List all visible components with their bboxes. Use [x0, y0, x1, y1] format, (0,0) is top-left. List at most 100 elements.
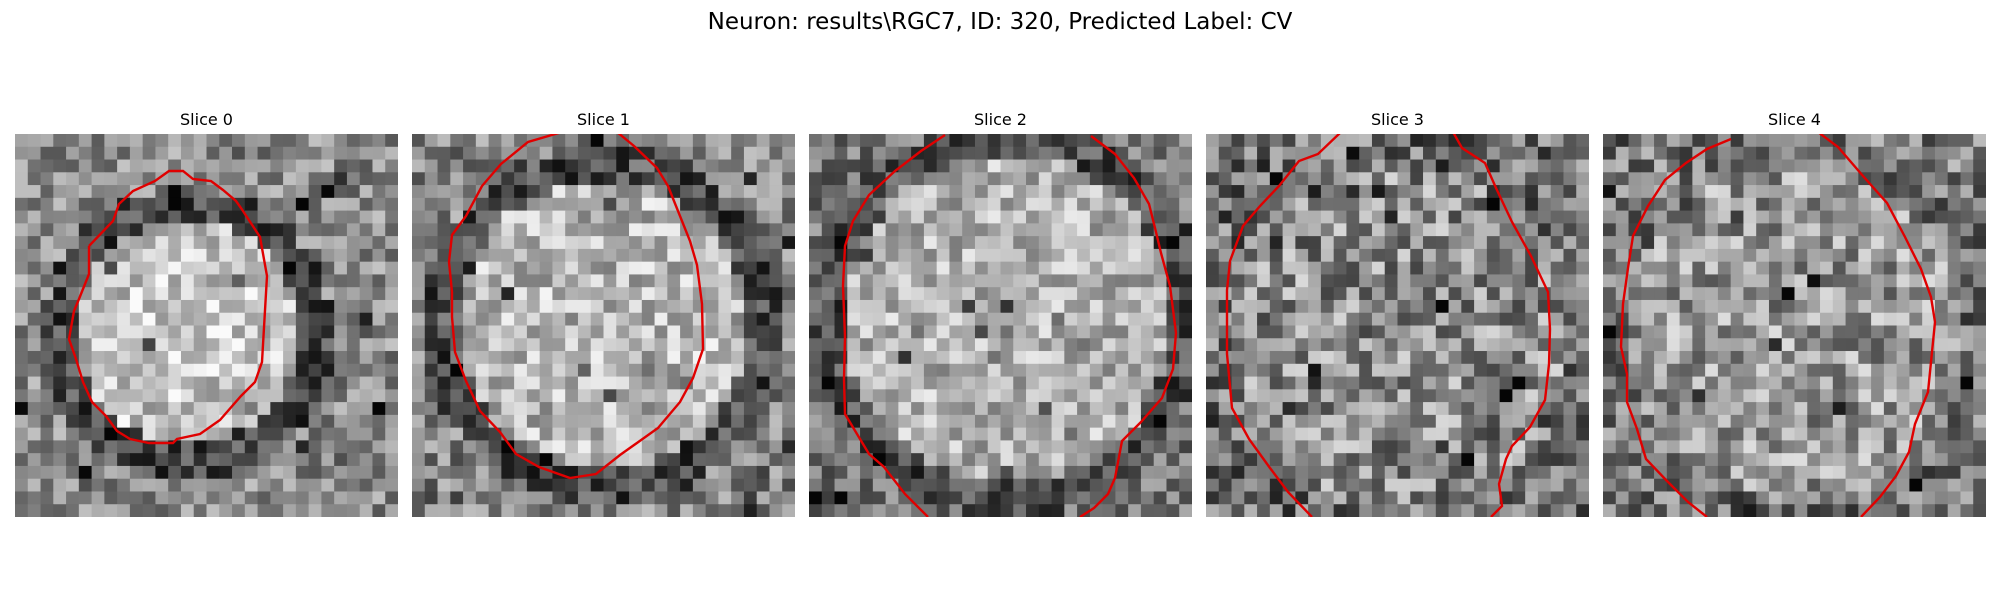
pixel — [450, 415, 463, 428]
pixel — [258, 185, 271, 198]
pixel — [1179, 491, 1192, 504]
pixel — [270, 313, 283, 326]
pixel — [1833, 249, 1846, 262]
pixel — [425, 172, 438, 185]
pixel — [1026, 134, 1039, 147]
pixel — [1372, 160, 1385, 173]
pixel — [1922, 134, 1935, 147]
pixel — [578, 415, 591, 428]
pixel — [1858, 274, 1871, 287]
pixel — [1103, 262, 1116, 275]
pixel — [898, 300, 911, 313]
pixel — [219, 440, 232, 453]
pixel — [1385, 415, 1398, 428]
pixel — [501, 198, 514, 211]
pixel — [898, 466, 911, 479]
pixel — [1334, 211, 1347, 224]
pixel — [309, 211, 322, 224]
pixel — [1897, 440, 1910, 453]
pixel — [809, 504, 822, 517]
pixel — [629, 326, 642, 339]
pixel — [1334, 160, 1347, 173]
pixel — [578, 274, 591, 287]
pixel — [1551, 300, 1564, 313]
pixel — [1538, 160, 1551, 173]
pixel — [1270, 134, 1283, 147]
pixel — [1346, 428, 1359, 441]
pixel — [1500, 236, 1513, 249]
pixel — [270, 428, 283, 441]
pixel — [847, 300, 860, 313]
pixel — [309, 466, 322, 479]
pixel — [1769, 147, 1782, 160]
pixel — [1897, 185, 1910, 198]
pixel — [1897, 172, 1910, 185]
pixel — [425, 440, 438, 453]
pixel — [143, 466, 156, 479]
pixel — [1039, 351, 1052, 364]
pixel — [194, 262, 207, 275]
pixel — [757, 211, 770, 224]
pixel — [321, 466, 334, 479]
pixel — [1948, 491, 1961, 504]
pixel — [66, 249, 79, 262]
pixel — [1973, 147, 1986, 160]
pixel — [143, 338, 156, 351]
pixel — [1871, 147, 1884, 160]
pixel — [718, 338, 731, 351]
pixel — [731, 287, 744, 300]
pixel — [1603, 338, 1616, 351]
pixel — [642, 504, 655, 517]
pixel — [309, 479, 322, 492]
pixel — [1026, 274, 1039, 287]
pixel — [283, 415, 296, 428]
pixel — [296, 147, 309, 160]
pixel — [1525, 274, 1538, 287]
pixel — [1154, 491, 1167, 504]
pixel — [296, 479, 309, 492]
pixel — [28, 479, 41, 492]
pixel — [642, 185, 655, 198]
pixel — [514, 313, 527, 326]
pixel — [616, 466, 629, 479]
pixel — [1410, 338, 1423, 351]
pixel — [1858, 389, 1871, 402]
pixel — [489, 274, 502, 287]
pixel — [321, 172, 334, 185]
pixel — [1909, 198, 1922, 211]
pixel — [117, 504, 130, 517]
pixel — [501, 466, 514, 479]
pixel — [1410, 504, 1423, 517]
pixel — [117, 440, 130, 453]
pixel — [1128, 287, 1141, 300]
pixel — [1474, 249, 1487, 262]
pixel — [1756, 223, 1769, 236]
pixel — [1013, 262, 1026, 275]
pixel — [1487, 351, 1500, 364]
pixel — [782, 415, 795, 428]
pixel — [1001, 249, 1014, 262]
pixel — [1385, 377, 1398, 390]
pixel — [1782, 249, 1795, 262]
pixel — [937, 223, 950, 236]
pixel — [731, 198, 744, 211]
pixel — [181, 262, 194, 275]
pixel — [1680, 504, 1693, 517]
pixel — [1820, 313, 1833, 326]
pixel — [15, 185, 28, 198]
pixel — [309, 198, 322, 211]
pixel — [1219, 300, 1232, 313]
pixel — [591, 338, 604, 351]
pixel — [219, 211, 232, 224]
pixel — [1654, 351, 1667, 364]
pixel — [489, 134, 502, 147]
pixel — [53, 300, 66, 313]
pixel — [1782, 274, 1795, 287]
pixel — [501, 262, 514, 275]
pixel — [270, 415, 283, 428]
pixel — [706, 491, 719, 504]
pixel — [1423, 389, 1436, 402]
pixel — [130, 147, 143, 160]
pixel — [1166, 504, 1179, 517]
pixel — [616, 300, 629, 313]
